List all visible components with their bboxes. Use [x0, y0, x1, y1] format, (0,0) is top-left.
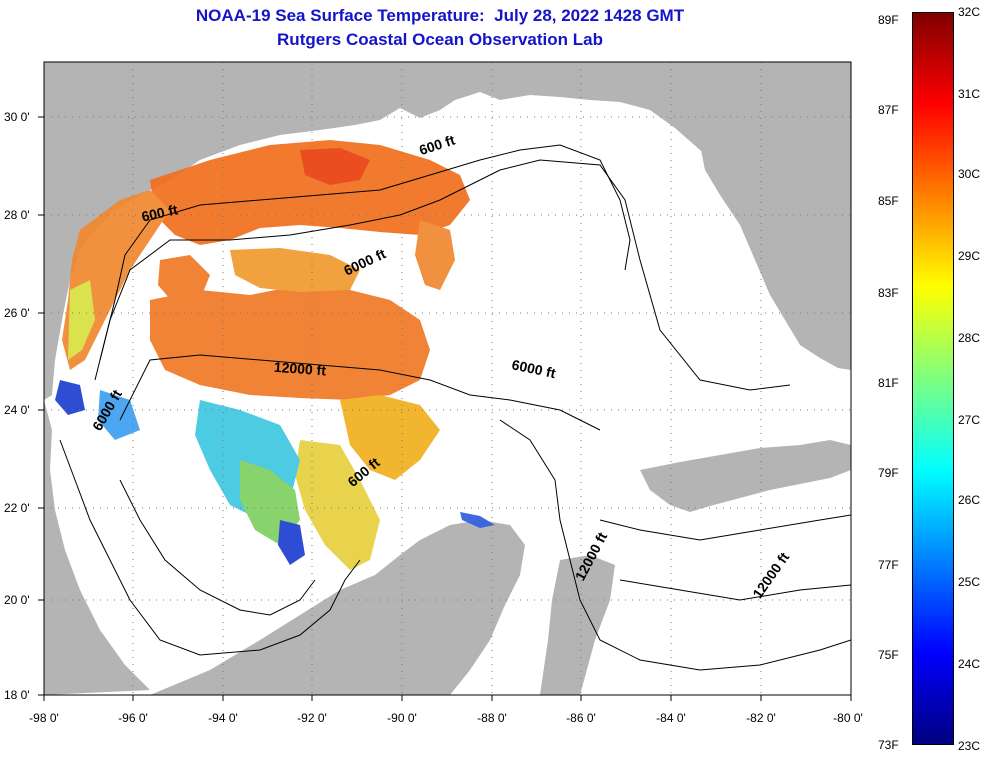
x-tick-label: -88 0' [477, 711, 507, 725]
land-yucatan-east [540, 555, 615, 695]
x-tick-label: -80 0' [833, 711, 863, 725]
y-tick-label: 20 0' [4, 593, 30, 607]
f-label: 87F [878, 103, 899, 117]
y-tick-label: 18 0' [4, 688, 30, 702]
sst-patches [55, 140, 495, 570]
y-tick-labels: 30 0' 28 0' 26 0' 24 0' 22 0' 20 0' 18 0… [4, 110, 30, 702]
map-frame [43, 61, 852, 696]
f-label: 79F [878, 466, 899, 480]
f-label: 83F [878, 286, 899, 300]
f-label: 85F [878, 194, 899, 208]
f-label: 75F [878, 648, 899, 662]
x-tick-label: -90 0' [387, 711, 417, 725]
x-tick-label: -98 0' [29, 711, 59, 725]
land-florida [700, 100, 851, 370]
y-axis [38, 116, 44, 696]
c-label: 29C [958, 249, 981, 263]
y-tick-label: 30 0' [4, 110, 30, 124]
c-label: 30C [958, 167, 981, 181]
temperature-colorbar [912, 12, 954, 745]
f-label: 89F [878, 13, 899, 27]
c-label: 26C [958, 493, 981, 507]
land-cuba [640, 440, 851, 512]
x-tick-label: -92 0' [297, 711, 327, 725]
c-label: 25C [958, 575, 981, 589]
x-tick-label: -86 0' [566, 711, 596, 725]
bathymetry-contours [59, 144, 851, 671]
c-label: 32C [958, 5, 981, 19]
f-label: 73F [878, 738, 899, 752]
x-tick-label: -96 0' [118, 711, 148, 725]
y-tick-label: 22 0' [4, 501, 30, 515]
x-tick-label: -84 0' [656, 711, 686, 725]
f-label: 81F [878, 376, 899, 390]
graticule [44, 62, 851, 695]
c-label: 24C [958, 657, 981, 671]
c-label: 28C [958, 331, 981, 345]
y-tick-label: 24 0' [4, 403, 30, 417]
contour-label-4: 12000 ft [273, 359, 326, 379]
map-title: NOAA-19 Sea Surface Temperature: July 28… [195, 6, 685, 25]
map-subtitle: Rutgers Coastal Ocean Observation Lab [277, 30, 603, 49]
f-label: 77F [878, 558, 899, 572]
y-tick-label: 26 0' [4, 306, 30, 320]
sst-map: 600 ft 600 ft 6000 ft 12000 ft 6000 ft 6… [4, 61, 863, 725]
x-tick-label: -94 0' [208, 711, 238, 725]
c-label: 27C [958, 413, 981, 427]
c-label: 31C [958, 87, 981, 101]
y-tick-label: 28 0' [4, 208, 30, 222]
x-tick-labels: -98 0' -96 0' -94 0' -92 0' -90 0' -88 0… [29, 711, 863, 725]
land-us-gulf-coast [44, 62, 851, 400]
x-tick-label: -82 0' [746, 711, 776, 725]
land-mexico [44, 400, 150, 695]
x-axis [43, 695, 852, 701]
contour-label-1: 600 ft [140, 201, 179, 224]
c-label: 23C [958, 739, 981, 753]
